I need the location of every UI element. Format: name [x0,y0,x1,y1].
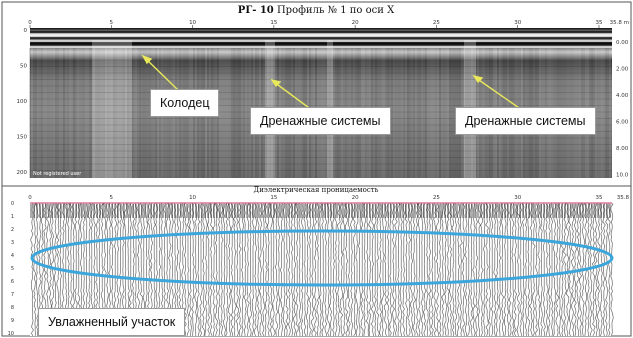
bottom-x-tick-label: 5 [110,195,114,201]
bottom-y-tick-label: 8 [11,305,14,311]
top-y-right-tick-label: 4.00 [616,93,629,99]
top-y-right-tick-label: 6.00 [616,120,629,126]
permittivity-traces [30,203,614,337]
top-x-tick-label: 30 [514,20,521,26]
top-x-tick-label: 35 [595,20,602,26]
top-y-right-tick-label: 8.00 [616,146,629,152]
top-y-left-tick-label: 50 [20,64,27,70]
top-y-right-tick-label: 0.00 [616,40,629,46]
arrow-well [144,57,179,91]
arrow-drain-2 [475,77,523,111]
top-x-tick-label: 0 [28,20,32,26]
arrow-drain-2-head [472,74,484,84]
top-axes: 0 5 10 15 20 25 30 35 35.8 m 0 50 100 150 200 0.00 2.00… [17,20,630,179]
top-y-left-tick-label: 200 [17,170,28,176]
top-y-left-tick-label: 100 [17,99,28,105]
top-x-tick-label: 5 [110,20,114,26]
arrow-well-head [141,54,153,65]
bottom-axes: 0 5 10 15 20 25 30 35 35.8 0 1 2 3 4 5 6 7 8 9 10 [8,195,630,337]
bottom-y-tick-label: 3 [11,240,14,246]
bottom-x-tick-label: 20 [352,195,359,201]
top-y-right-tick-label: 10.0 [616,173,629,179]
bottom-y-tick-label: 10 [8,331,14,337]
bottom-x-tick-label: 30 [514,195,521,201]
bottom-y-tick-label: 7 [11,292,14,298]
bottom-y-tick-label: 5 [11,266,14,272]
top-x-tick-label: 25 [433,20,440,26]
top-x-end-label: 35.8 m [610,20,629,26]
bottom-x-end-label: 35.8 [617,195,630,201]
top-panel-title: РГ- 10 Профиль № 1 по оси X [238,5,395,16]
radargram [30,28,612,178]
bottom-y-tick-label: 2 [11,227,14,233]
bottom-x-tick-label: 10 [189,195,196,201]
bottom-y-tick-label: 0 [11,201,14,207]
callout-drain-1: Дренажные системы [250,107,391,135]
bottom-y-tick-label: 4 [11,253,14,259]
callout-wet-zone: Увлажненный участок [38,308,186,336]
wet-zone-ellipse [30,229,614,287]
bottom-x-tick-label: 15 [270,195,277,201]
top-y-right-tick-label: 2.00 [616,67,629,73]
callout-drain-2: Дренажные системы [455,107,596,135]
top-x-tick-label: 15 [270,20,277,26]
bottom-panel-title: Диэлектрическая проницаемость [254,186,379,194]
bottom-x-tick-label: 25 [433,195,440,201]
bottom-y-tick-label: 6 [11,279,14,285]
bottom-y-tick-label: 9 [11,318,14,324]
top-y-left-tick-label: 0 [24,28,28,34]
bottom-x-tick-label: 35 [595,195,602,201]
bottom-y-tick-label: 1 [11,214,14,220]
callout-well: Колодец [150,89,220,117]
watermark-text: Not registered user [33,171,82,177]
top-x-tick-label: 20 [352,20,359,26]
top-y-left-tick-label: 150 [17,135,28,141]
bottom-x-tick-label: 0 [28,195,32,201]
arrow-drain-1-head [270,78,282,88]
top-x-tick-label: 10 [189,20,196,26]
